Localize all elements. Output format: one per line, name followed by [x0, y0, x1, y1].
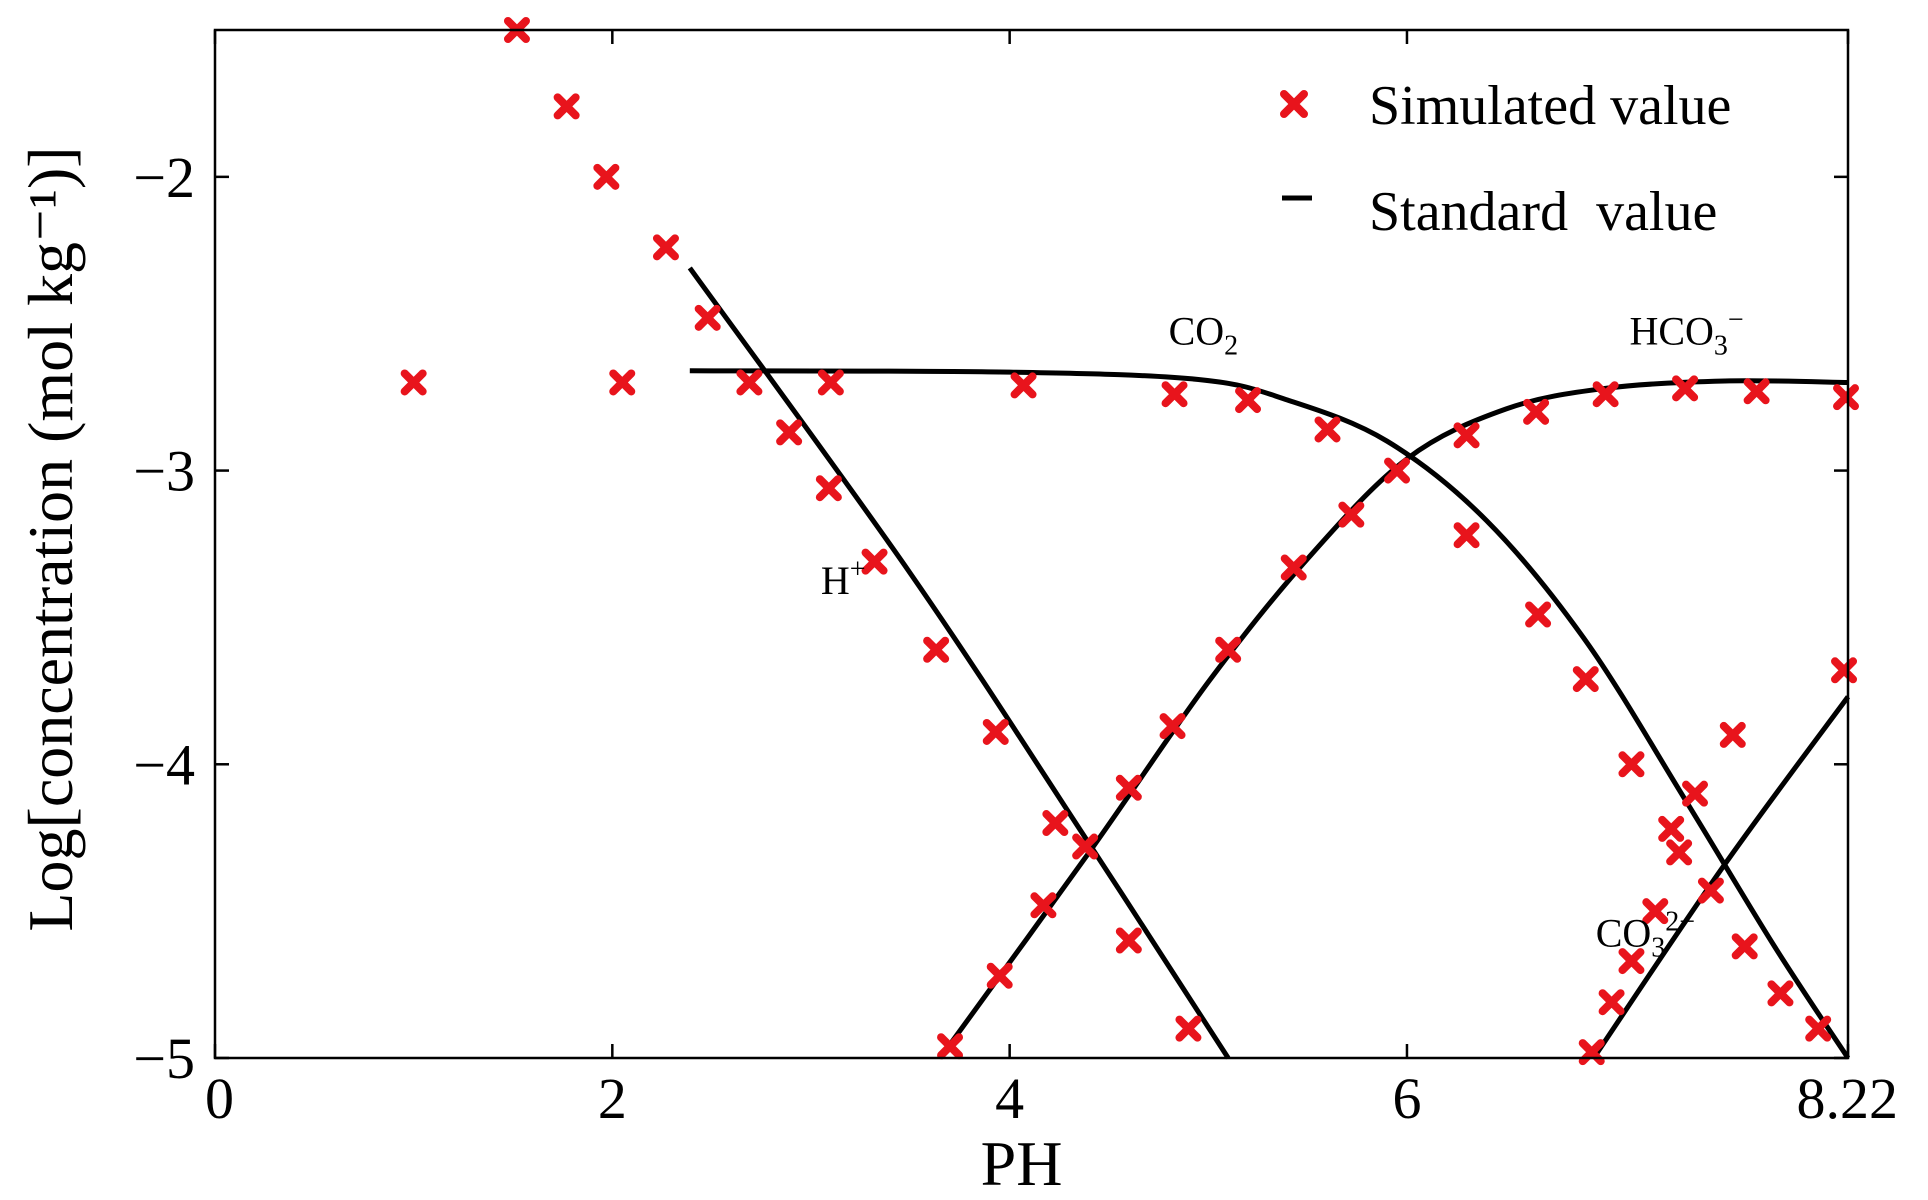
simulated-value-point	[861, 548, 888, 575]
simulated-value-point	[1618, 948, 1645, 975]
simulated-value-point	[400, 369, 427, 396]
simulated-value-point	[1072, 833, 1099, 860]
simulated-value-point	[923, 636, 950, 663]
simulated-value-point	[1658, 815, 1685, 842]
simulated-value-point	[1731, 933, 1758, 960]
simulated-value-point	[1672, 375, 1699, 402]
simulated-value-point	[982, 718, 1009, 745]
simulated-value-point	[609, 369, 636, 396]
tick-layer: 0 2 4 6 8.22 −2 −3 −4 −5	[133, 30, 1898, 1131]
simulated-value-point	[1743, 378, 1770, 405]
legend-label-standard: Standard value	[1369, 181, 1717, 243]
x-tick-label: 2	[598, 1066, 627, 1131]
standard-value-line	[687, 266, 1231, 1060]
simulated-value-point	[1618, 751, 1645, 778]
species-label: HCO3−	[1629, 304, 1743, 361]
species-label: CO2	[1169, 308, 1239, 361]
standard-value-line	[689, 368, 1851, 1060]
y-tick-label: −2	[133, 145, 195, 210]
simulated-value-point	[1805, 1015, 1832, 1042]
simulated-value-point	[1280, 554, 1307, 581]
y-axis-label: Log[concentration (mol kg⁻¹)]	[15, 146, 86, 931]
simulated-value-point	[1042, 810, 1069, 837]
simulated-value-point	[1666, 839, 1693, 866]
simulated-value-point	[1010, 372, 1037, 399]
y-tick-label: −4	[133, 732, 195, 797]
x-tick-label: 6	[1392, 1066, 1421, 1131]
simulated-value-point	[1384, 457, 1411, 484]
simulated-value-point	[694, 304, 721, 331]
species-label: CO32−	[1596, 906, 1695, 963]
simulated-value-point	[1115, 774, 1142, 801]
simulated-value-point	[1831, 657, 1858, 684]
simulated-value-point	[1115, 927, 1142, 954]
simulated-value-point	[1338, 501, 1365, 528]
simulated-value-point	[1525, 601, 1552, 628]
x-tick-label: 8.22	[1797, 1066, 1899, 1131]
simulated-value-point	[1572, 666, 1599, 693]
legend-marker-x	[1280, 90, 1308, 118]
simulated-value-point	[1598, 989, 1625, 1016]
simulated-value-point	[1719, 721, 1746, 748]
simulated-value-point	[1314, 416, 1341, 443]
legend-label-simulated: Simulated value	[1369, 75, 1731, 137]
simulated-value-point	[776, 419, 803, 446]
simulated-value-point	[1767, 980, 1794, 1007]
simulated-value-point	[1592, 381, 1619, 408]
simulated-value-point	[1175, 1015, 1202, 1042]
simulated-value-point	[1682, 780, 1709, 807]
simulated-value-point	[553, 93, 580, 120]
simulated-value-point	[1159, 713, 1186, 740]
annotation-layer: CO2 HCO3− H+ CO32−	[821, 304, 1744, 963]
simulated-value-point	[817, 369, 844, 396]
simulated-value-point	[593, 163, 620, 190]
species-label: H+	[821, 554, 866, 603]
x-tick-label: 4	[995, 1066, 1024, 1131]
simulated-value-point	[1453, 522, 1480, 549]
simulated-value-point	[1215, 636, 1242, 663]
simulated-value-point	[1235, 387, 1262, 414]
simulated-value-point	[1697, 877, 1724, 904]
simulated-value-point	[937, 1033, 964, 1060]
plot-frame	[213, 28, 1850, 1060]
x-axis-label: PH	[981, 1128, 1063, 1199]
simulated-value-point	[652, 234, 679, 261]
simulated-value-point	[736, 369, 763, 396]
simulated-value-point	[1453, 422, 1480, 449]
simulated-value-point	[1161, 381, 1188, 408]
simulated-value-point	[1030, 892, 1057, 919]
y-tick-label: −5	[133, 1026, 195, 1091]
simulated-value-point	[986, 962, 1013, 989]
legend: Simulated value Standard value	[1280, 75, 1731, 243]
simulated-value-point	[815, 475, 842, 502]
y-tick-label: −3	[133, 439, 195, 504]
data-layer	[400, 17, 1860, 1066]
simulated-value-point	[1642, 898, 1669, 925]
simulated-value-point	[1523, 398, 1550, 425]
simulated-value-point	[1833, 384, 1860, 411]
x-tick-label: 0	[205, 1066, 234, 1131]
